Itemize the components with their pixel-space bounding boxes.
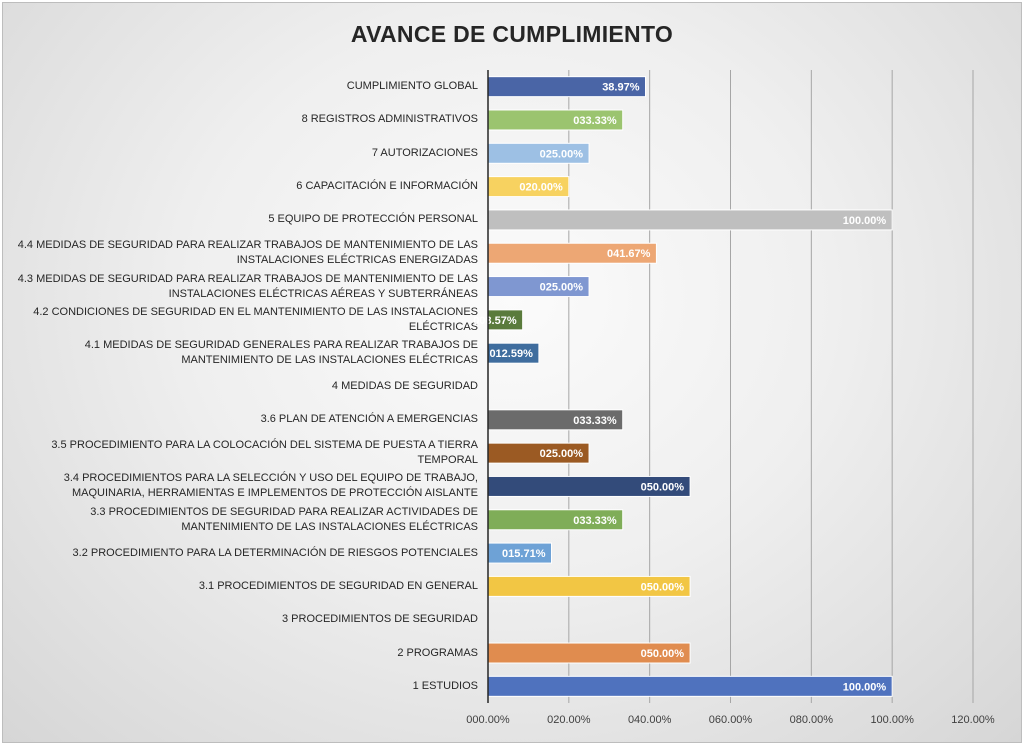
bar-value-label: 050.00% <box>641 648 685 660</box>
bar-value-label: 100.00% <box>843 215 887 227</box>
category-label: 8 REGISTROS ADMINISTRATIVOS <box>301 113 478 126</box>
category-label: 3.1 PROCEDIMIENTOS DE SEGURIDAD EN GENER… <box>198 579 478 592</box>
category-label: 3.4 PROCEDIMIENTOS PARA LA SELECCIÓN Y U… <box>63 472 478 500</box>
x-tick-label: 080.00% <box>790 714 834 726</box>
bar-value-label: 100.00% <box>843 681 887 693</box>
bar-value-label: 033.33% <box>573 115 617 127</box>
chart-title: AVANCE DE CUMPLIMIENTO <box>350 21 674 47</box>
category-label: 2 PROGRAMAS <box>397 646 478 659</box>
category-label: 3.3 PROCEDIMIENTOS DE SEGURIDAD PARA REA… <box>90 505 478 533</box>
bar-value-label: 012.59% <box>489 348 533 360</box>
category-label: 5 EQUIPO DE PROTECCIÓN PERSONAL <box>268 213 478 226</box>
bar-value-label: 033.33% <box>573 415 617 427</box>
bar-value-label: 38.97% <box>602 82 640 94</box>
bar-value-label: 041.67% <box>607 248 651 260</box>
category-label: 3.5 PROCEDIMIENTO PARA LA COLOCACIÓN DEL… <box>51 439 478 467</box>
bar-value-label: 025.00% <box>540 148 584 160</box>
x-tick-label: 120.00% <box>951 714 995 726</box>
bar-value-label: 025.00% <box>540 448 584 460</box>
category-label: 4.4 MEDIDAS DE SEGURIDAD PARA REALIZAR T… <box>17 239 478 267</box>
bar-value-label: 015.71% <box>502 548 546 560</box>
category-label: 7 AUTORIZACIONES <box>371 146 478 159</box>
bar <box>487 209 893 231</box>
category-label: 3.6 PLAN DE ATENCIÓN A EMERGENCIAS <box>260 413 478 426</box>
category-label: CUMPLIMIENTO GLOBAL <box>346 80 478 93</box>
category-label: 4.1 MEDIDAS DE SEGURIDAD GENERALES PARA … <box>84 339 478 367</box>
plot-area: 000.00% 020.00% 040.00% 060.00% 080.00% 100.0… <box>466 70 995 726</box>
category-label: 4 MEDIDAS DE SEGURIDAD <box>331 380 478 392</box>
x-tick-label: 060.00% <box>709 714 753 726</box>
bar-value-label: 025.00% <box>540 282 584 294</box>
category-label: 3.2 PROCEDIMIENTO PARA LA DETERMINACIÓN … <box>72 546 478 559</box>
bar-value-label: 050.00% <box>641 581 685 593</box>
category-label: 1 ESTUDIOS <box>412 679 478 692</box>
category-label: 6 CAPACITACIÓN E INFORMACIÓN <box>296 180 478 193</box>
bar-value-label: 033.33% <box>573 515 617 527</box>
x-tick-label: 040.00% <box>628 714 672 726</box>
bar-value-label: 050.00% <box>641 481 685 493</box>
category-label: 4.2 CONDICIONES DE SEGURIDAD EN EL MANTE… <box>33 305 478 333</box>
bar <box>487 675 893 697</box>
bar-value-label: 020.00% <box>519 182 563 194</box>
x-tick-label: 000.00% <box>466 714 510 726</box>
x-tick-label: 020.00% <box>547 714 591 726</box>
bar-value-label: 008.57% <box>473 315 517 327</box>
category-label: 4.3 MEDIDAS DE SEGURIDAD PARA REALIZAR T… <box>17 272 478 300</box>
x-tick-label: 100.00% <box>870 714 914 726</box>
category-label: 3 PROCEDIMIENTOS DE SEGURIDAD <box>282 613 478 626</box>
